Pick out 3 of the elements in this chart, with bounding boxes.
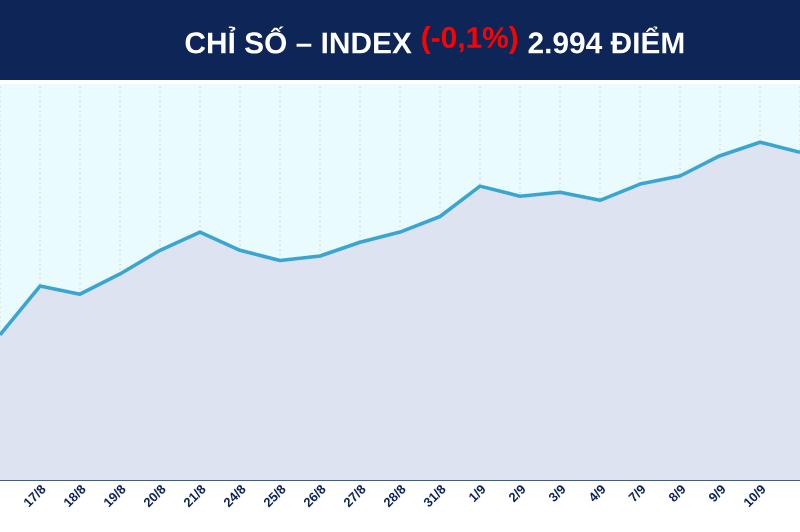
text: 2.994 ĐIỂM — [528, 26, 684, 54]
text: (-0,1%) — [422, 26, 518, 54]
chart-title: CHỈ SỐ – INDEX — [185, 26, 412, 54]
